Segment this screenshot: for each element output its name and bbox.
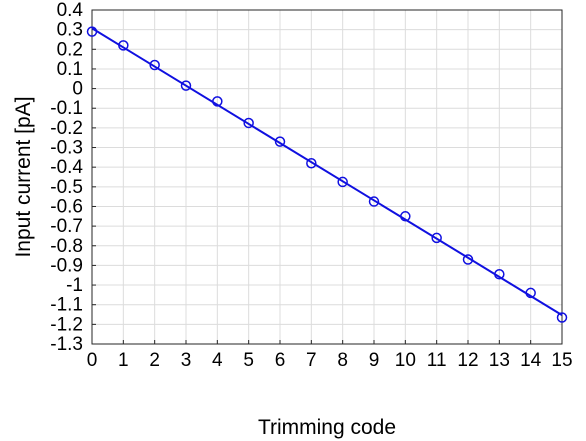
data-point [118, 40, 129, 51]
y-tick-label: 0 [72, 79, 83, 100]
x-axis: 0 1 2 3 4 5 6 7 8 9 10 11 12 13 14 15 [87, 340, 573, 371]
y-tick-label: 0.2 [57, 39, 83, 60]
data-point [462, 254, 474, 265]
x-tick-label: 2 [149, 350, 160, 371]
x-tick-label: 1 [118, 350, 129, 371]
x-tick-label: 5 [243, 350, 254, 371]
y-tick-label: -1 [66, 275, 83, 296]
y-tick-label: -1.1 [50, 295, 83, 316]
data-point [180, 80, 192, 91]
data-point [212, 96, 223, 107]
x-tick-label: 12 [457, 350, 478, 371]
data-points [86, 26, 568, 323]
x-tick-label: 13 [489, 350, 510, 371]
x-tick-label: 10 [395, 350, 416, 371]
data-point [431, 232, 442, 244]
y-tick-label: -0.6 [50, 196, 83, 217]
x-tick-label: 8 [337, 350, 348, 371]
y-axis-label: Input current [pA] [12, 96, 35, 257]
x-tick-label: 7 [306, 350, 317, 371]
y-axis: 0.40.30.20.10-0.1-0.2-0.3-0.4-0.5-0.6-0.… [50, 0, 96, 355]
x-tick-label: 3 [181, 350, 192, 371]
data-point [337, 176, 348, 188]
data-point [149, 59, 160, 71]
x-tick-label: 15 [551, 350, 572, 371]
x-tick-label: 6 [275, 350, 286, 371]
x-tick-label: 0 [87, 350, 98, 371]
grid [91, 9, 563, 345]
y-tick-label: 0.4 [57, 0, 84, 21]
x-tick-label: 4 [212, 350, 223, 371]
x-tick-label: 11 [427, 350, 447, 371]
data-point [274, 136, 286, 147]
y-tick-label: -0.3 [50, 138, 83, 159]
y-tick-label: -0.2 [50, 118, 83, 139]
x-tick-label: 14 [520, 350, 542, 371]
y-tick-label: -1.3 [50, 334, 83, 355]
y-tick-label: -0.9 [50, 255, 83, 276]
data-point [86, 26, 98, 37]
data-point [306, 157, 317, 169]
x-axis-label: Trimming code [258, 416, 396, 439]
y-tick-label: -0.7 [50, 216, 83, 237]
y-tick-label: -1.2 [50, 314, 83, 335]
y-tick-label: -0.1 [50, 98, 83, 119]
data-point [243, 117, 254, 129]
data-point [556, 312, 568, 323]
data-point [494, 269, 505, 280]
data-point [525, 287, 536, 299]
data-point [368, 196, 380, 207]
y-tick-label: 0.3 [57, 20, 83, 41]
x-tick-label: 9 [369, 350, 380, 371]
y-tick-label: -0.5 [50, 177, 83, 198]
y-tick-label: -0.8 [50, 236, 83, 257]
y-tick-label: 0.1 [57, 59, 83, 80]
data-point [400, 211, 411, 222]
fit-line [91, 27, 563, 316]
plot-frame [91, 9, 563, 345]
y-tick-label: -0.4 [50, 157, 83, 178]
